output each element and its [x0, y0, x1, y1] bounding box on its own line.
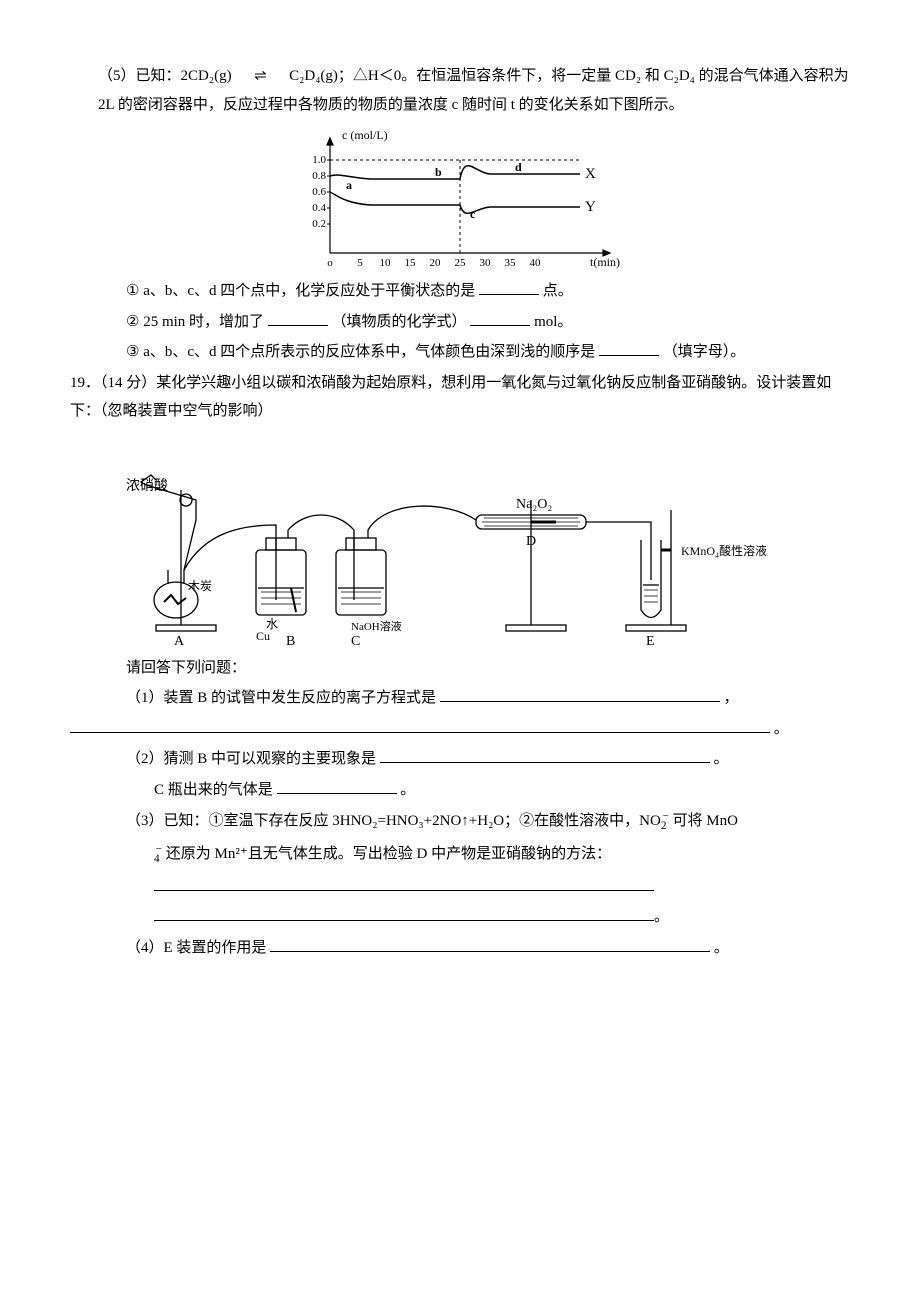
svg-text:10: 10 [380, 257, 392, 269]
label-KMnO4: KMnO₄酸性溶液 [681, 543, 766, 558]
label-Cu: Cu [256, 629, 270, 643]
chart-yticks: 1.0 0.8 0.6 0.4 0.2 [312, 154, 330, 230]
q19-head: 19．（14 分）某化学兴趣小组以碳和浓硝酸为起始原料，想利用一氧化氮与过氧化钠… [70, 369, 850, 426]
svg-text:0.6: 0.6 [312, 186, 326, 198]
label-D: D [526, 534, 536, 549]
q19-p1-line2: 。 [70, 715, 850, 744]
svg-text:0.4: 0.4 [312, 202, 326, 214]
q19-p1: （1）装置 B 的试管中发生反应的离子方程式是 ， [70, 684, 850, 713]
svg-text:15: 15 [405, 257, 417, 269]
label-Na2O2: Na₂O₂ [516, 497, 552, 512]
point-a: a [346, 178, 352, 192]
q19-p4: （4）E 装置的作用是 。 [70, 934, 850, 963]
q5-lead: （5）已知：2CD₂(g) [98, 68, 232, 84]
q19-p2a: （2）猜测 B 中可以观察的主要现象是 。 [70, 745, 850, 774]
chart-xlabel: t(min) [590, 255, 620, 269]
chart-ylabel: c (mol/L) [342, 128, 388, 142]
q5-sub2: ② 25 min 时，增加了 （填物质的化学式） mol。 [70, 308, 850, 337]
svg-text:20: 20 [430, 257, 442, 269]
label-B: B [286, 634, 295, 649]
blank-sub2a[interactable] [268, 310, 328, 326]
q19-p3-blank1 [70, 873, 850, 902]
q19-p2b: C 瓶出来的气体是 。 [70, 776, 850, 805]
blank-p3a[interactable] [154, 875, 654, 891]
curve-x-label: X [585, 166, 596, 182]
q5-chart-wrapper: c (mol/L) 1.0 0.8 0.6 0.4 0.2 5 10 15 20… [70, 123, 850, 273]
chart-origin: o [327, 257, 333, 269]
q19-p3-blank2: 。 [70, 903, 850, 932]
svg-text:40: 40 [530, 257, 542, 269]
blank-p3b[interactable] [154, 905, 654, 921]
label-charcoal: 木炭 [188, 579, 212, 593]
blank-sub3[interactable] [599, 340, 659, 356]
q5-sub1: ① a、b、c、d 四个点中，化学反应处于平衡状态的是 点。 [70, 277, 850, 306]
svg-text:1.0: 1.0 [312, 154, 326, 166]
q19-p3a: （3）已知：①室温下存在反应 3HNO₂=HNO₃+2NO↑+H₂O；②在酸性溶… [70, 806, 850, 837]
curve-y-label: Y [585, 199, 596, 215]
blank-p1a[interactable] [440, 686, 720, 702]
q19-p3b: 4− 还原为 Mn²⁺且无气体生成。写出检验 D 中产物是亚硝酸钠的方法： [70, 839, 850, 870]
point-d: d [515, 160, 522, 174]
svg-text:5: 5 [357, 257, 363, 269]
blank-sub2b[interactable] [470, 310, 530, 326]
apparatus-diagram: 浓硝酸 木炭 A 水 Cu B NaOH溶液 C Na₂O₂ D KMnO₄酸性… [126, 430, 766, 650]
svg-text:30: 30 [480, 257, 492, 269]
label-NaOH: NaOH溶液 [351, 619, 402, 633]
label-C: C [351, 634, 360, 649]
q19-prompt: 请回答下列问题： [70, 654, 850, 683]
blank-p4[interactable] [270, 936, 710, 952]
svg-text:0.8: 0.8 [312, 170, 326, 182]
chart-xticks: 5 10 15 20 25 30 35 40 [357, 257, 541, 269]
blank-p2b[interactable] [277, 778, 397, 794]
point-b: b [435, 165, 442, 179]
blank-sub1[interactable] [479, 279, 539, 295]
label-E: E [646, 634, 655, 649]
point-c: c [470, 207, 476, 221]
blank-p2a[interactable] [380, 747, 710, 763]
q5-arrow: ⇌ [254, 68, 267, 84]
q5-sub3: ③ a、b、c、d 四个点所表示的反应体系中，气体颜色由深到浅的顺序是 （填字母… [70, 338, 850, 367]
blank-p1b[interactable] [70, 717, 770, 733]
svg-text:35: 35 [505, 257, 517, 269]
svg-text:25: 25 [455, 257, 467, 269]
label-conc-acid: 浓硝酸 [126, 478, 168, 494]
q5-line1: （5）已知：2CD₂(g) ⇌ C₂D₄(g)；△H＜0。在恒温恒容条件下，将一… [70, 62, 850, 119]
label-A: A [174, 634, 185, 649]
concentration-time-chart: c (mol/L) 1.0 0.8 0.6 0.4 0.2 5 10 15 20… [280, 123, 640, 273]
svg-text:0.2: 0.2 [312, 218, 326, 230]
